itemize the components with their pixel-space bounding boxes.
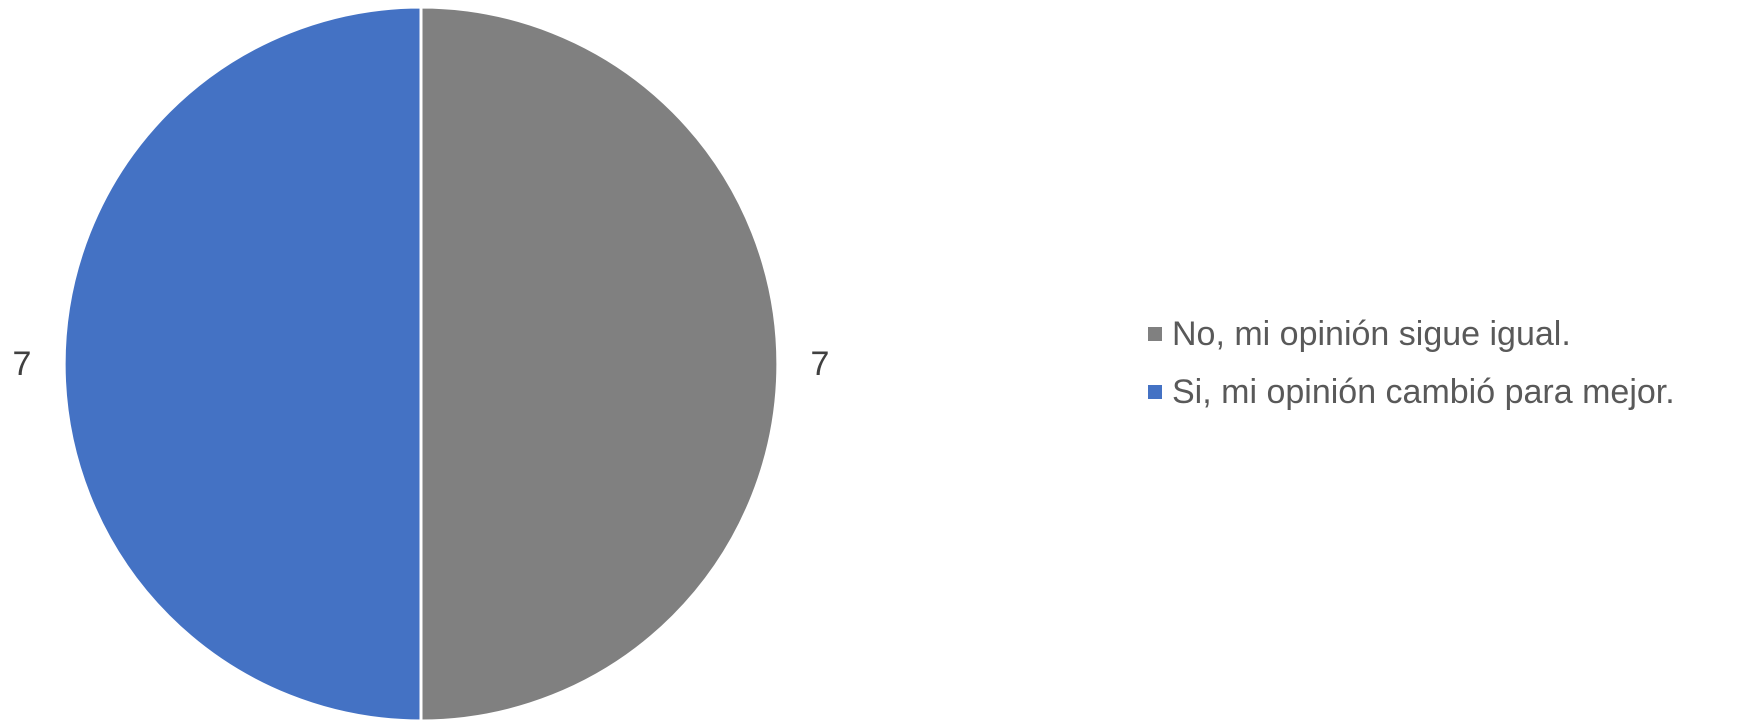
legend-swatch-0 <box>1148 327 1162 341</box>
pie-slice-0 <box>419 5 780 723</box>
legend-swatch-1 <box>1148 385 1162 399</box>
pie-slice-1 <box>62 5 423 723</box>
pie-slices <box>62 5 780 723</box>
legend-label-0: No, mi opinión sigue igual. <box>1172 315 1571 353</box>
chart-legend: No, mi opinión sigue igual. Si, mi opinió… <box>1148 315 1675 411</box>
pie-data-label-0: 7 <box>811 345 830 383</box>
pie-data-label-1: 7 <box>13 345 32 383</box>
legend-label-1: Si, mi opinión cambió para mejor. <box>1172 373 1675 411</box>
pie-data-labels: 77 <box>13 345 830 383</box>
